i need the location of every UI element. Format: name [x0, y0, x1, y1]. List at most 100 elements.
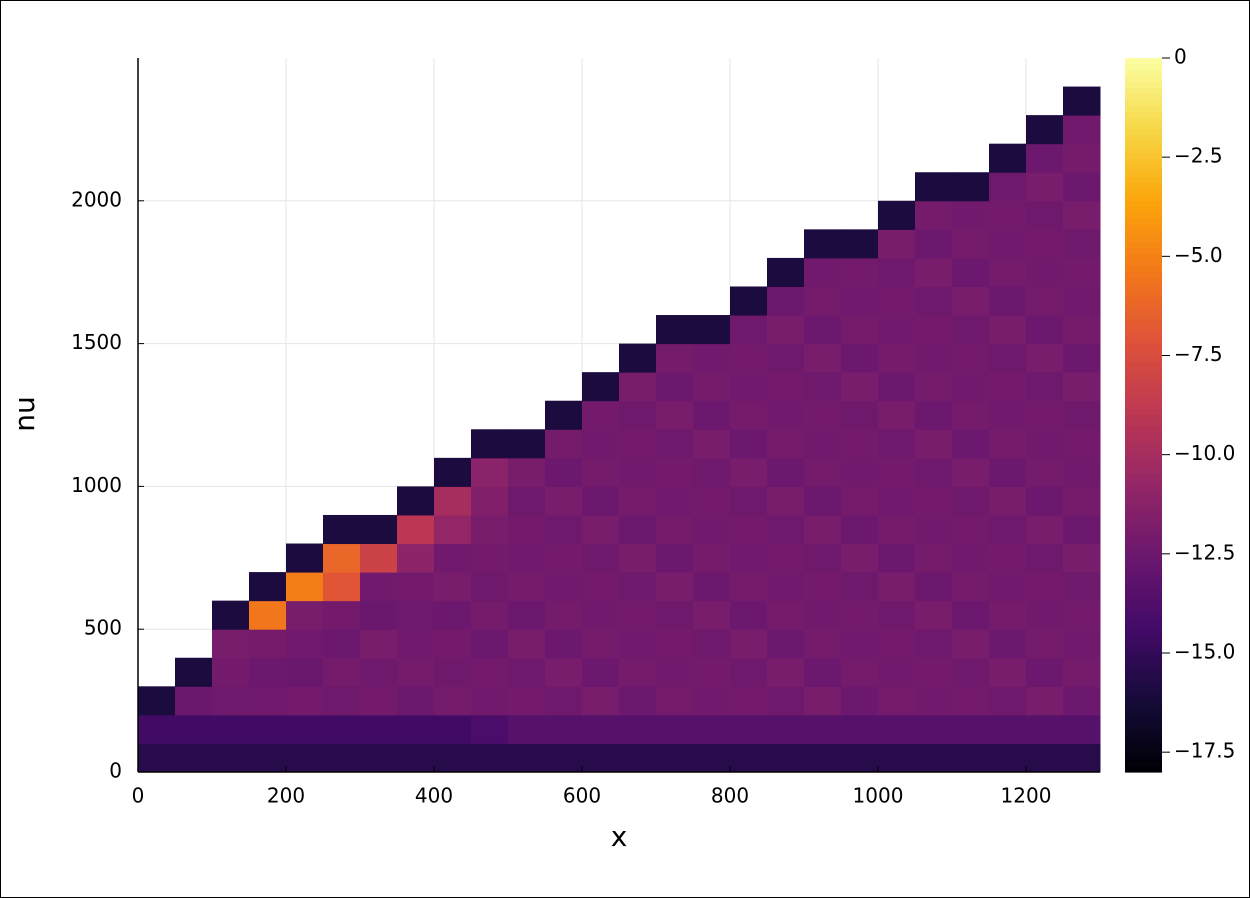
heatmap-cell [582, 543, 620, 573]
heatmap-cell [1026, 686, 1064, 716]
heatmap-cell [804, 372, 842, 402]
heatmap-cell [545, 629, 583, 659]
colorbar-swatch [1125, 284, 1162, 291]
heatmap-cell [767, 572, 805, 602]
heatmap-cell [730, 400, 768, 430]
heatmap-cell [286, 657, 324, 687]
heatmap-cell [397, 657, 435, 687]
heatmap-cell [582, 457, 620, 487]
heatmap-cell [878, 257, 916, 287]
heatmap-cell [434, 714, 472, 744]
heatmap-cell [952, 629, 990, 659]
heatmap-cell [915, 200, 953, 230]
heatmap-cell [989, 229, 1027, 259]
heatmap-cell [545, 400, 583, 430]
heatmap-cell [1026, 200, 1064, 230]
colorbar-swatch [1125, 700, 1162, 708]
colorbar-swatch [1125, 325, 1162, 333]
heatmap-cell [878, 714, 916, 744]
heatmap-cell [878, 686, 916, 716]
heatmap-cell [434, 686, 472, 716]
colorbar-swatch [1125, 563, 1162, 571]
heatmap-cell [952, 400, 990, 430]
heatmap-cell [582, 400, 620, 430]
heatmap-cell [693, 657, 731, 687]
colorbar-swatch [1125, 694, 1162, 702]
colorbar-swatch [1125, 516, 1162, 523]
heatmap-cell [915, 286, 953, 316]
heatmap-cell [286, 600, 324, 630]
heatmap-cell [286, 686, 324, 716]
heatmap-cell [989, 543, 1027, 573]
heatmap-cell [841, 343, 879, 373]
heatmap-cell [1063, 600, 1101, 630]
heatmap-cell [471, 429, 509, 459]
colorbar-swatch [1125, 141, 1162, 148]
heatmap-cell [212, 600, 250, 630]
heatmap-cell [693, 315, 731, 345]
heatmap-cell [952, 600, 990, 630]
heatmap-cell [582, 372, 620, 402]
colorbar-swatch [1125, 409, 1162, 416]
colorbar-tick-label: −17.5 [1174, 739, 1235, 763]
heatmap-cell [693, 686, 731, 716]
heatmap-cell [619, 629, 657, 659]
heatmap-cell [989, 200, 1027, 230]
colorbar-tick-label: −12.5 [1174, 540, 1235, 564]
colorbar-swatch [1125, 343, 1162, 351]
heatmap-cell [582, 629, 620, 659]
heatmap-cell [730, 343, 768, 373]
heatmap-cell [915, 257, 953, 287]
colorbar-swatch [1125, 522, 1162, 529]
heatmap-cell [730, 486, 768, 516]
x-tick-label: 0 [132, 784, 145, 808]
heatmap-cell [915, 572, 953, 602]
heatmap-cell [212, 743, 250, 773]
heatmap-cell [878, 457, 916, 487]
heatmap-cell [434, 514, 472, 545]
heatmap-cell [138, 714, 176, 744]
heatmap-cell [952, 743, 990, 773]
heatmap-cell [360, 743, 398, 773]
heatmap-cell [952, 486, 990, 516]
heatmap-cell [1063, 400, 1101, 430]
heatmap-cell [471, 514, 509, 545]
heatmap-cell [804, 543, 842, 573]
heatmap-cell [841, 286, 879, 316]
heatmap-cell [841, 486, 879, 516]
heatmap-cell [619, 372, 657, 402]
heatmap-cell [804, 657, 842, 687]
heatmap-cell [471, 600, 509, 630]
heatmap-cell [471, 572, 509, 602]
x-tick-label: 400 [415, 784, 453, 808]
heatmap-cell [952, 200, 990, 230]
heatmap-cell [656, 686, 694, 716]
heatmap-cell [878, 629, 916, 659]
heatmap-cell [767, 629, 805, 659]
heatmap-cell [989, 172, 1027, 202]
heatmap-cell [656, 600, 694, 630]
colorbar-swatch [1125, 730, 1162, 737]
colorbar-swatch [1125, 551, 1162, 559]
heatmap-cell [656, 543, 694, 573]
heatmap-cell [434, 600, 472, 630]
heatmap-cell [434, 486, 472, 516]
heatmap-cell [730, 686, 768, 716]
heatmap-cell [286, 743, 324, 773]
heatmap-cell [841, 629, 879, 659]
heatmap-cell [952, 543, 990, 573]
colorbar-swatch [1125, 748, 1162, 755]
heatmap-cell [1063, 315, 1101, 345]
heatmap-cell [656, 486, 694, 516]
heatmap-cell [730, 457, 768, 487]
colorbar-swatch [1125, 575, 1162, 583]
colorbar-swatch [1125, 361, 1162, 368]
heatmap-cell [878, 743, 916, 773]
colorbar-swatch [1125, 736, 1162, 743]
colorbar-swatch [1125, 468, 1162, 476]
heatmap-cell [656, 657, 694, 687]
colorbar-swatch [1125, 69, 1162, 77]
x-axis-label: x [611, 820, 628, 853]
colorbar-swatch [1125, 218, 1162, 226]
heatmap-cell [323, 600, 361, 630]
